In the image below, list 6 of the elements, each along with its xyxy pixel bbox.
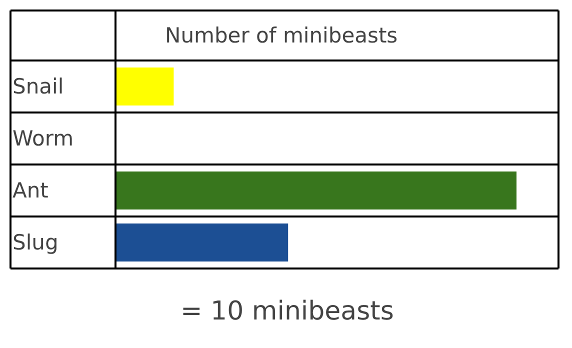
y-tick-label: Snail <box>12 74 64 98</box>
chart-title: Number of minibeasts <box>165 24 398 48</box>
y-tick-label: Worm <box>12 126 74 150</box>
y-tick-label: Slug <box>12 230 58 254</box>
text: = 10 minibeasts <box>180 296 394 326</box>
y-tick-label: Ant <box>12 178 48 202</box>
